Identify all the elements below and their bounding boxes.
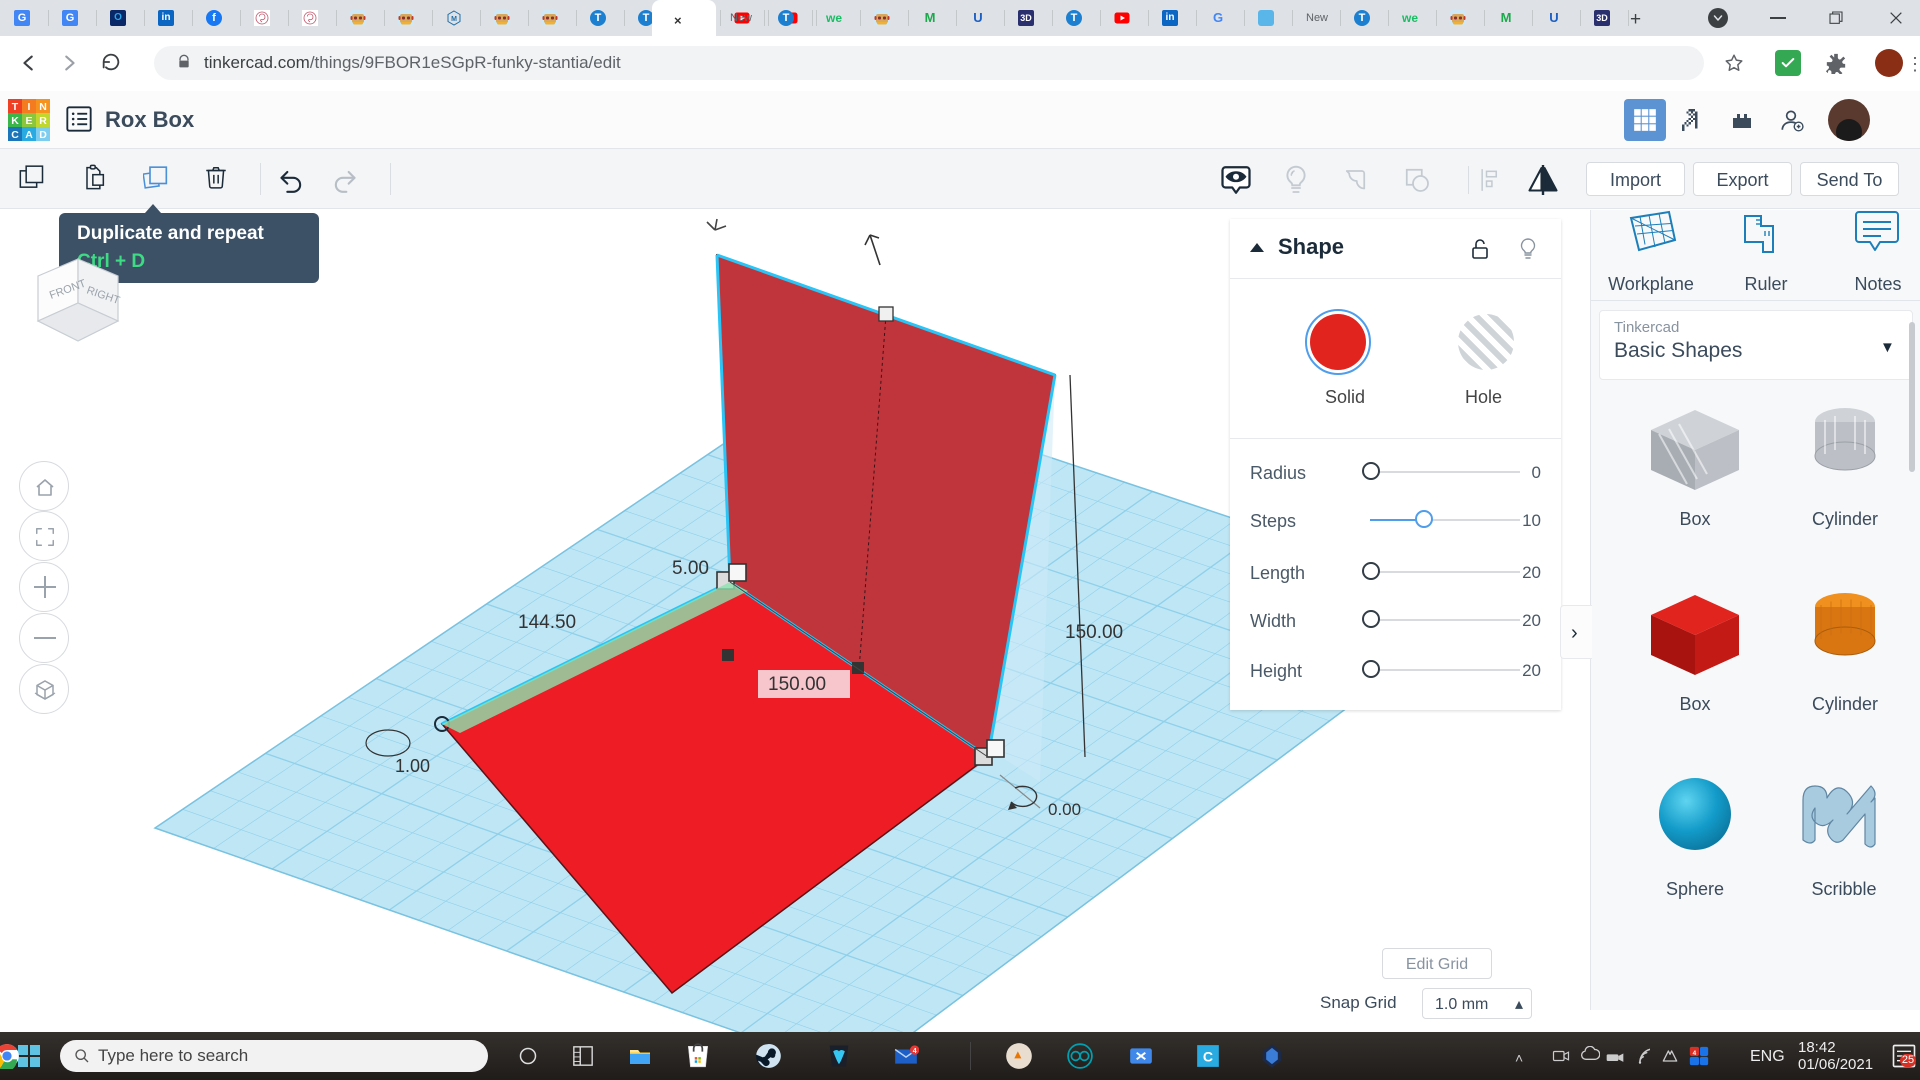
svg-text:4: 4 [913,1048,917,1055]
svg-text:4: 4 [1693,1050,1697,1057]
svg-text:150.00: 150.00 [1065,622,1123,643]
svg-text:150.00: 150.00 [768,674,826,695]
svg-text:0.00: 0.00 [1048,800,1081,819]
svg-text:1.00: 1.00 [395,756,430,776]
svg-text:M: M [451,16,457,23]
svg-text:5.00: 5.00 [672,558,709,579]
svg-text:C: C [1203,1048,1213,1064]
